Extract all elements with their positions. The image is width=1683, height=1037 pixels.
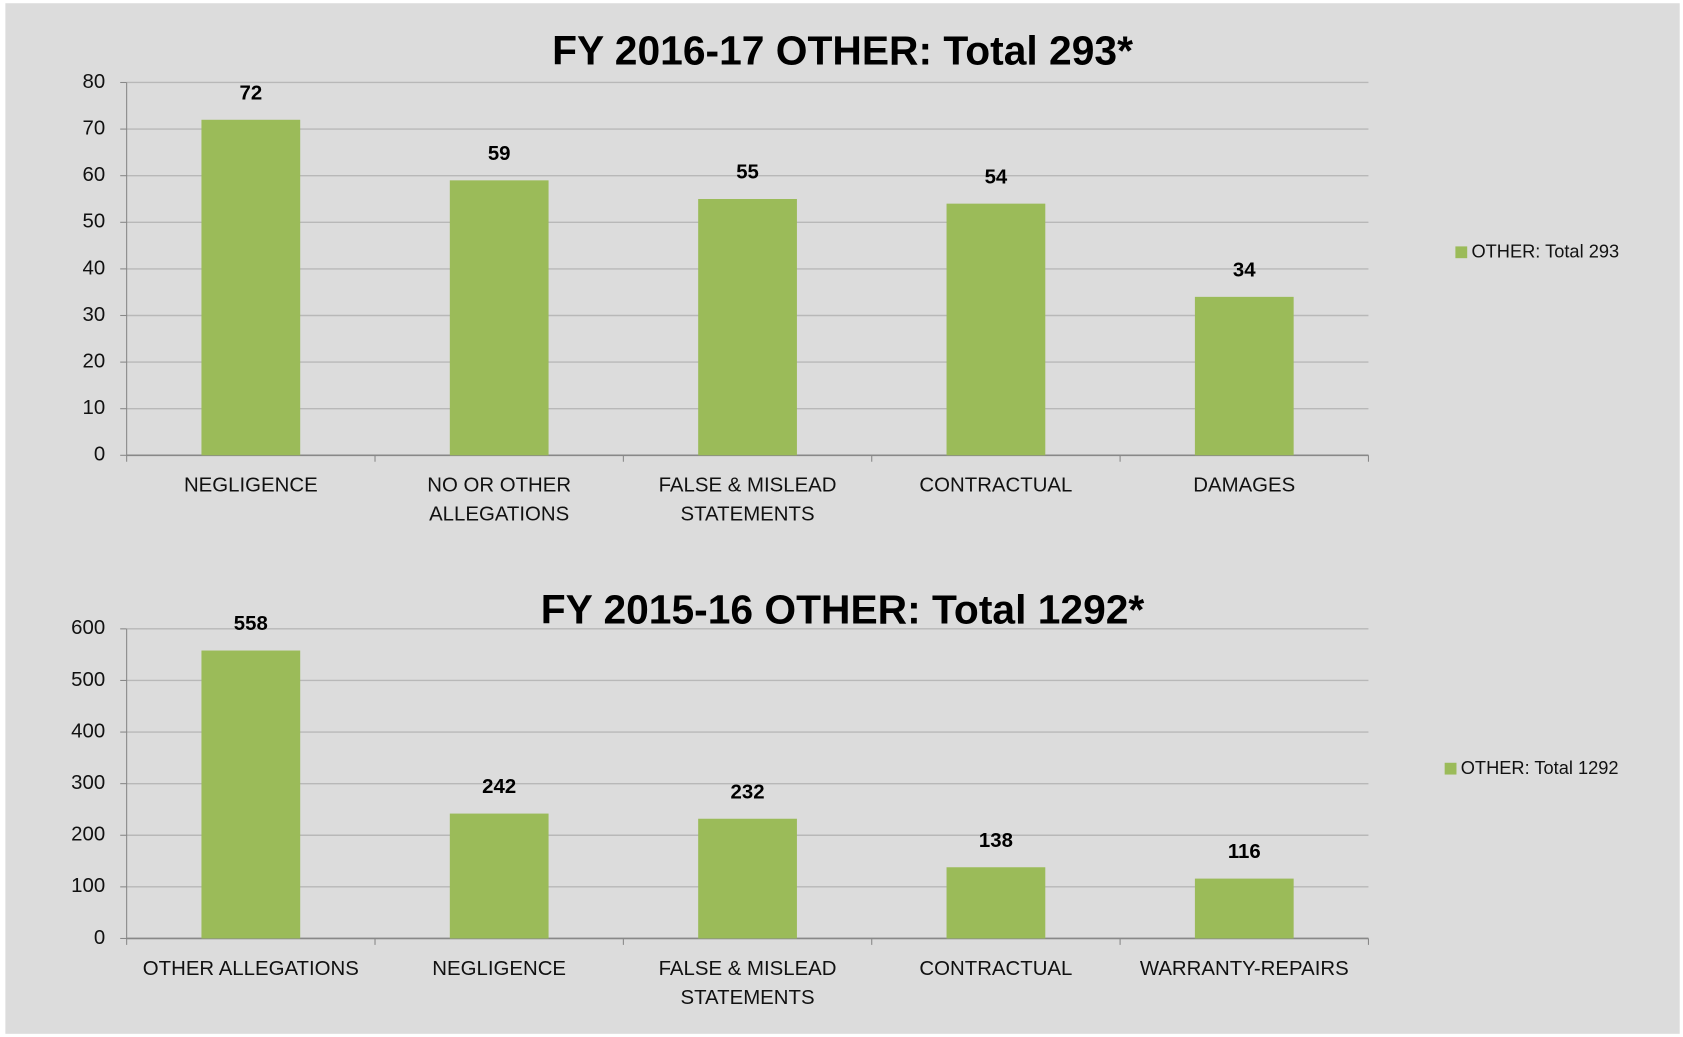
legend-label: OTHER: Total 293: [1471, 242, 1619, 262]
data-label: 55: [736, 162, 759, 184]
chart-title: FY 2016-17 OTHER: Total 293*: [552, 27, 1133, 73]
x-tick-label: FALSE & MISLEAD STATEMENTS: [658, 474, 837, 527]
data-label: 242: [482, 776, 516, 798]
bar: [1194, 878, 1294, 939]
bar: [946, 203, 1046, 456]
x-tick-label-box: WARRANTY-REPAIRS: [1139, 957, 1349, 981]
data-label: 54: [985, 166, 1008, 188]
bar: [449, 813, 549, 939]
x-tick-label-box: DAMAGES: [1193, 474, 1296, 498]
x-tick-label-box: CONTRACTUAL: [919, 957, 1073, 981]
bar: [201, 119, 301, 456]
x-tick-label: NEGLIGENCE: [432, 957, 567, 981]
x-tick-label-box: CONTRACTUAL: [919, 474, 1073, 498]
x-tick-label: NO OR OTHER ALLEGATIONS: [427, 474, 572, 527]
x-tick-label: FALSE & MISLEAD STATEMENTS: [658, 957, 837, 1010]
x-tick-label-box: NEGLIGENCE: [432, 957, 567, 981]
y-tick-label: 300: [71, 772, 105, 794]
bar: [698, 818, 797, 939]
bar: [449, 180, 549, 456]
x-tick-label-box: NEGLIGENCE: [183, 474, 318, 498]
y-tick-label: 400: [71, 720, 105, 742]
data-label: 34: [1233, 260, 1256, 282]
data-label: 59: [488, 143, 511, 165]
x-tick-label: OTHER ALLEGATIONS: [142, 957, 359, 981]
bar: [201, 650, 301, 939]
data-label: 138: [979, 830, 1013, 852]
y-tick-label: 0: [94, 927, 105, 949]
y-tick-label: 30: [83, 304, 106, 326]
y-tick-label: 80: [83, 71, 106, 93]
legend-label: OTHER: Total 1292: [1461, 758, 1619, 778]
y-tick-label: 70: [83, 117, 106, 139]
bar: [698, 198, 797, 456]
x-tick-label-box: FALSE & MISLEAD STATEMENTS: [658, 474, 837, 527]
y-tick-label: 600: [71, 617, 105, 639]
chart-title: FY 2015-16 OTHER: Total 1292*: [541, 587, 1145, 633]
x-tick-label: CONTRACTUAL: [919, 957, 1073, 981]
legend-swatch: [1444, 762, 1457, 775]
y-tick-label: 100: [71, 875, 105, 897]
x-tick-label: DAMAGES: [1193, 474, 1296, 498]
y-tick-label: 20: [83, 350, 106, 372]
y-tick-label: 0: [94, 444, 105, 466]
data-label: 232: [731, 781, 765, 803]
y-tick-label: 200: [71, 824, 105, 846]
x-tick-label: WARRANTY-REPAIRS: [1139, 957, 1349, 981]
y-tick-label: 60: [83, 164, 106, 186]
x-tick-label-box: FALSE & MISLEAD STATEMENTS: [658, 957, 837, 1010]
data-label: 116: [1228, 841, 1261, 863]
bar: [1194, 296, 1294, 456]
x-tick-label-box: NO OR OTHER ALLEGATIONS: [427, 474, 572, 527]
x-tick-label-box: OTHER ALLEGATIONS: [142, 957, 359, 981]
data-label: 558: [234, 613, 268, 635]
bar: [946, 867, 1046, 939]
y-tick-label: 40: [83, 257, 106, 279]
y-tick-label: 50: [83, 211, 106, 233]
x-tick-label: CONTRACTUAL: [919, 474, 1073, 498]
y-tick-label: 10: [83, 397, 106, 419]
y-tick-label: 500: [71, 669, 105, 691]
legend-swatch: [1455, 246, 1468, 259]
data-label: 72: [239, 82, 262, 104]
x-tick-label: NEGLIGENCE: [183, 474, 318, 498]
